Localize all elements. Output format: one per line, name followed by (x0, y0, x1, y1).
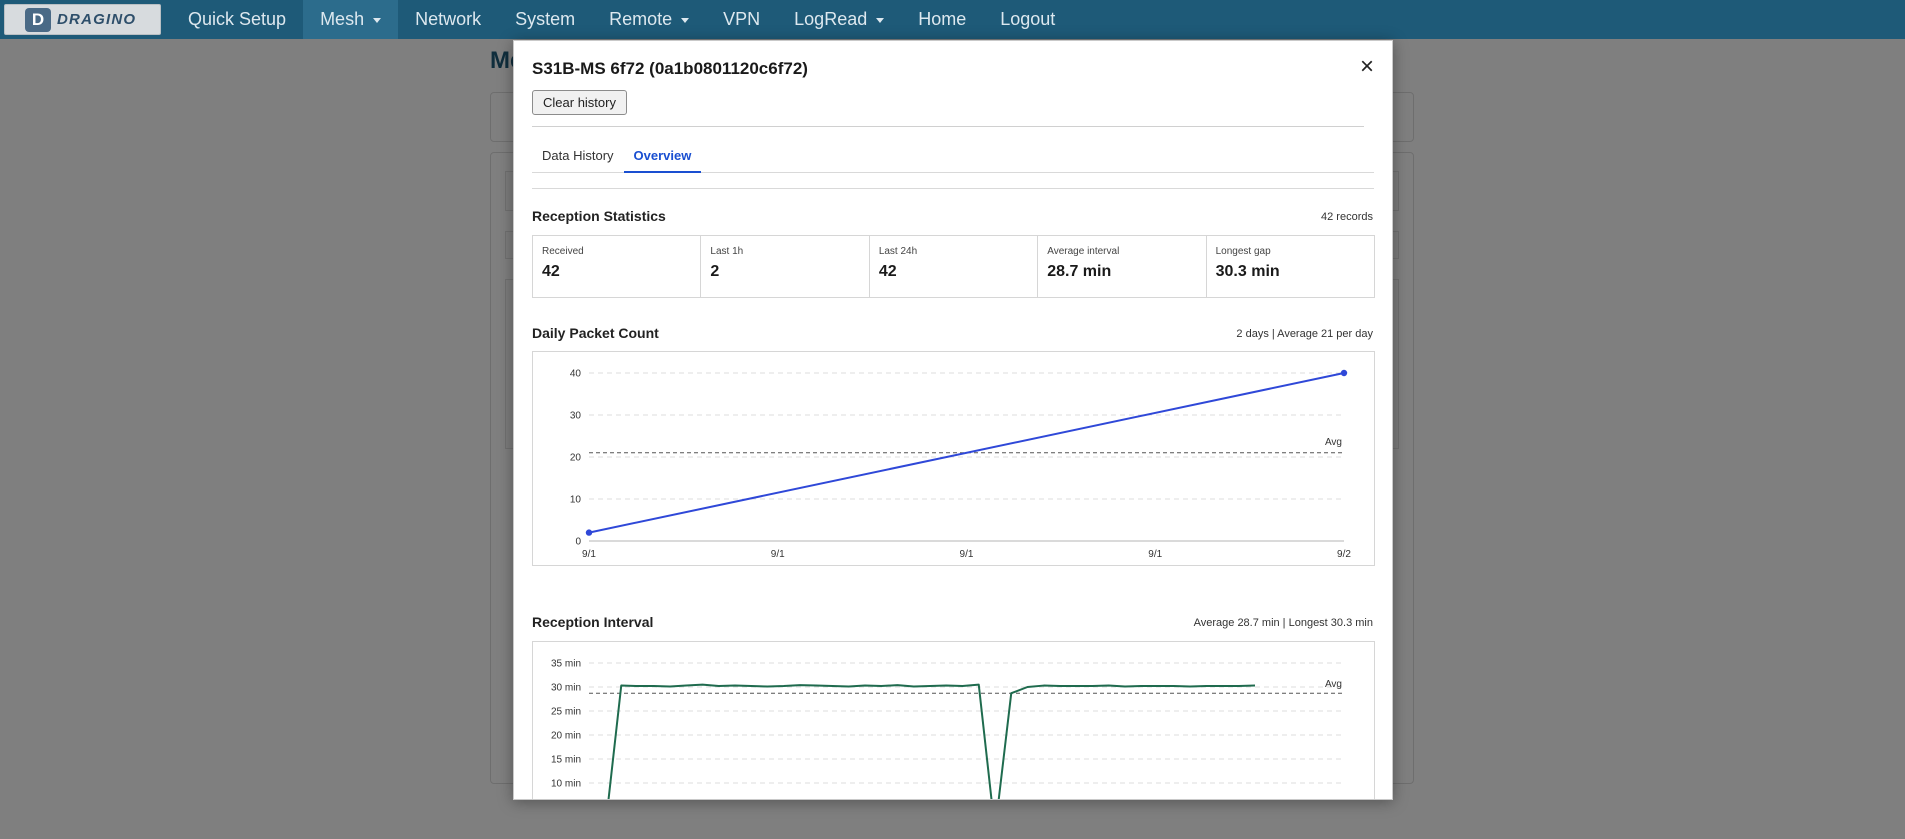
y-tick-label: 35 min (551, 659, 581, 670)
y-tick-label: 15 min (551, 755, 581, 766)
reception-statistics-title: Reception Statistics (532, 208, 666, 224)
x-tick-label: 9/1 (771, 549, 785, 560)
stat-received: Received 42 (533, 236, 702, 297)
nav-item-logout[interactable]: Logout (983, 0, 1072, 39)
nav-item-home[interactable]: Home (901, 0, 983, 39)
series-line (588, 372, 1345, 534)
stat-last-1h: Last 1h 2 (701, 236, 870, 297)
daily-packet-count-title: Daily Packet Count (532, 325, 659, 341)
average-label: Avg (1325, 437, 1342, 448)
stat-average-interval: Average interval 28.7 min (1038, 236, 1207, 297)
divider (532, 126, 1364, 127)
nav-item-label: Remote (609, 9, 673, 29)
reception-interval-chart-svg: 10 min 15 min 20 min 25 min 30 min 35 min Avg (551, 659, 1344, 799)
reception-interval-meta: Average 28.7 min | Longest 30.3 min (1193, 617, 1373, 629)
records-count: 42 records (1321, 211, 1373, 223)
y-tick-label: 20 (570, 453, 582, 464)
stat-label: Last 1h (710, 246, 744, 257)
data-point (585, 529, 593, 536)
y-tick-label: 20 min (551, 731, 581, 742)
x-tick-label: 9/2 (1337, 549, 1351, 560)
stat-value: 30.3 min (1215, 263, 1280, 280)
dragino-logo[interactable]: D DRAGINO (4, 4, 161, 35)
daily-packet-chart-svg: 0 10 20 30 40 9/1 9/1 9/1 9/1 9/2 Avg (570, 369, 1352, 561)
stat-value: 42 (878, 263, 897, 280)
stat-value: 28.7 min (1047, 263, 1112, 280)
y-tick-label: 10 (570, 495, 582, 506)
reception-stats-table: Received 42 Last 1h 2 Last 24h 42 Averag… (532, 235, 1375, 298)
nav-item-label: Quick Setup (188, 9, 287, 29)
nav-menu: Quick Setup Mesh Network System Remote VPN Log… (171, 0, 1072, 39)
divider (532, 188, 1374, 189)
daily-packet-chart: 0 10 20 30 40 9/1 9/1 9/1 9/1 9/2 Avg (532, 351, 1375, 566)
data-point (1340, 369, 1348, 377)
nav-item-label: VPN (723, 9, 761, 29)
average-label: Avg (1325, 679, 1342, 690)
nav-item-remote[interactable]: Remote (592, 0, 706, 39)
caret-down-icon (876, 18, 885, 23)
nav-item-logread[interactable]: LogRead (777, 0, 901, 39)
top-nav: D DRAGINO Quick Setup Mesh Network System Re… (0, 0, 1905, 39)
y-tick-label: 0 (575, 537, 581, 548)
nav-item-quick-setup[interactable]: Quick Setup (171, 0, 303, 39)
logo-text: DRAGINO (57, 11, 137, 28)
nav-item-label: Logout (1000, 9, 1056, 29)
stat-label: Last 24h (878, 246, 918, 257)
tab-data-history[interactable]: Data History (542, 148, 614, 163)
x-tick-label: 9/1 (960, 549, 974, 560)
caret-down-icon (681, 18, 690, 23)
stat-value: 42 (542, 263, 560, 280)
modal-title: S31B-MS 6f72 (0a1b0801120c6f72) (532, 59, 808, 78)
y-tick-label: 25 min (551, 707, 581, 718)
modal-tabs: Data History Overview (532, 143, 1374, 173)
stat-last-24h: Last 24h 42 (870, 236, 1039, 297)
stat-value: 2 (710, 263, 720, 280)
daily-packet-meta: 2 days | Average 21 per day (1236, 328, 1373, 340)
nav-item-label: LogRead (794, 9, 868, 29)
dragino-logo-icon: D (25, 7, 51, 32)
nav-item-system[interactable]: System (498, 0, 592, 39)
reception-interval-chart: 10 min 15 min 20 min 25 min 30 min 35 min Avg (532, 641, 1375, 799)
caret-down-icon (373, 18, 382, 23)
x-tick-label: 9/1 (582, 549, 596, 560)
nav-item-mesh[interactable]: Mesh (303, 0, 399, 39)
nav-item-label: Mesh (320, 9, 365, 29)
stat-label: Received (542, 246, 584, 257)
stat-label: Average interval (1047, 246, 1120, 257)
close-icon[interactable]: × (1359, 53, 1374, 80)
y-tick-label: 30 min (551, 683, 581, 694)
y-tick-label: 30 (570, 411, 582, 422)
stat-label: Longest gap (1215, 246, 1271, 257)
nav-item-network[interactable]: Network (398, 0, 498, 39)
nav-item-label: System (515, 9, 576, 29)
y-tick-label: 40 (570, 369, 582, 380)
nav-item-vpn[interactable]: VPN (706, 0, 777, 39)
tab-overview[interactable]: Overview (623, 143, 702, 173)
device-detail-modal: S31B-MS 6f72 (0a1b0801120c6f72) × Clear … (513, 40, 1393, 800)
nav-item-label: Network (415, 9, 482, 29)
clear-history-button[interactable]: Clear history (532, 90, 627, 115)
nav-item-label: Home (918, 9, 967, 29)
x-tick-label: 9/1 (1148, 549, 1162, 560)
stat-longest-gap: Longest gap 30.3 min (1207, 236, 1374, 297)
reception-interval-title: Reception Interval (532, 614, 654, 630)
series-line (607, 683, 1256, 799)
y-tick-label: 10 min (551, 779, 581, 790)
